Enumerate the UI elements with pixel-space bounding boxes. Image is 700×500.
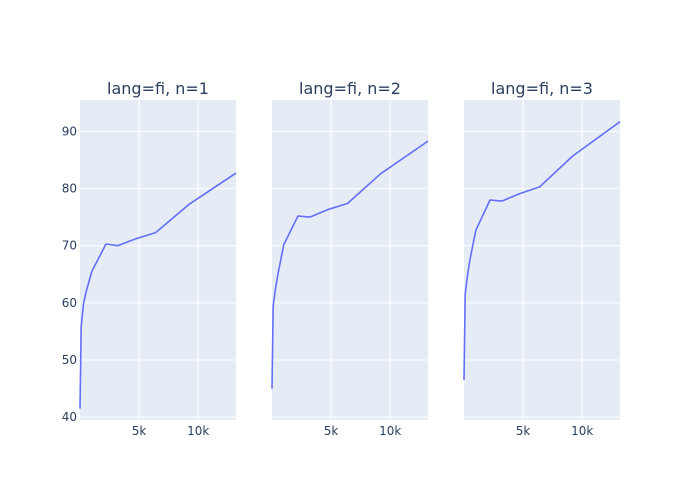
series-line [463, 121, 621, 381]
plot-area [80, 100, 236, 420]
panel-title: lang=fi, n=3 [491, 79, 593, 98]
x-tick-label: 5k [516, 424, 531, 438]
y-tick-label: 90 [62, 124, 77, 138]
plot-area [272, 100, 428, 420]
y-tick-label: 50 [62, 353, 77, 367]
y-tick-label: 70 [62, 239, 77, 253]
y-tick-label: 40 [62, 410, 77, 424]
x-tick-label: 5k [132, 424, 147, 438]
plot-area [464, 100, 620, 420]
facet-panel-1: lang=fi, n=1 5k 10k 40 50 60 70 80 90 [62, 79, 237, 438]
x-tick-label: 10k [571, 424, 593, 438]
x-tick-label: 5k [324, 424, 339, 438]
y-tick-label: 80 [62, 182, 77, 196]
x-tick-label: 10k [187, 424, 209, 438]
series-line [79, 172, 237, 409]
x-tick-label: 10k [379, 424, 401, 438]
panel-title: lang=fi, n=2 [299, 79, 401, 98]
facet-panel-3: lang=fi, n=3 5k 10k [463, 79, 621, 438]
facet-panel-2: lang=fi, n=2 5k 10k [271, 79, 429, 438]
series-line [271, 140, 429, 389]
y-tick-label: 60 [62, 296, 77, 310]
panel-title: lang=fi, n=1 [107, 79, 209, 98]
